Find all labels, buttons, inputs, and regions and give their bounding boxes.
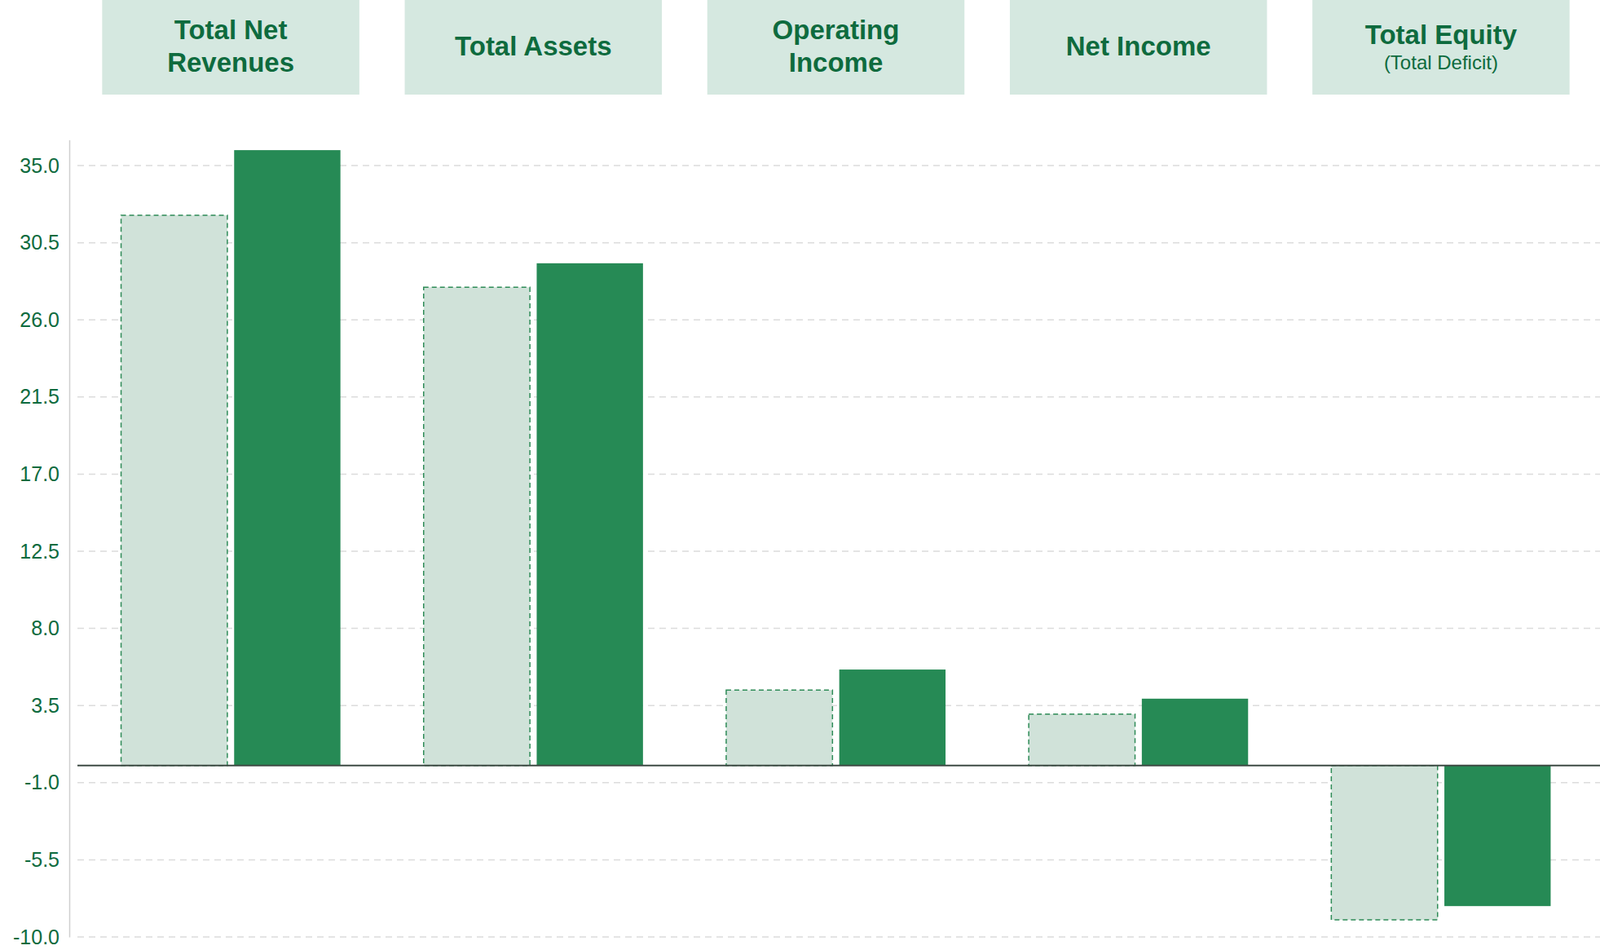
y-axis-line bbox=[69, 140, 71, 938]
bar bbox=[839, 669, 946, 766]
y-tick-label: 35.0 bbox=[19, 154, 60, 177]
y-tick: 17.0 bbox=[19, 462, 70, 485]
y-tick-label: 17.0 bbox=[19, 462, 60, 485]
category-box bbox=[1312, 0, 1570, 95]
category-label: Net Income bbox=[1066, 30, 1212, 62]
chart: 35.0 30.5 26.0 21.5 17.0 12.5 8.0 3.5 -1.0 -5.5 -1… bbox=[0, 0, 1600, 950]
bar bbox=[1028, 714, 1135, 766]
y-tick-label: 21.5 bbox=[19, 384, 60, 408]
y-tick: -10.0 bbox=[13, 925, 70, 948]
bar bbox=[423, 286, 530, 766]
bar bbox=[536, 263, 643, 766]
y-tick-label: 8.0 bbox=[30, 616, 60, 640]
y-tick-label: -10.0 bbox=[13, 925, 60, 948]
y-tick-label: -1.0 bbox=[24, 770, 60, 794]
y-tick-label: 26.0 bbox=[19, 308, 60, 331]
y-tick-label: 3.5 bbox=[30, 693, 60, 717]
bar bbox=[726, 689, 833, 765]
y-tick: -5.5 bbox=[24, 847, 70, 871]
grid-line bbox=[77, 935, 1600, 938]
y-tick-label: -5.5 bbox=[24, 847, 60, 871]
y-tick: 21.5 bbox=[19, 384, 70, 408]
y-tick: 26.0 bbox=[19, 308, 70, 331]
category-box bbox=[405, 0, 663, 95]
y-tick: 35.0 bbox=[19, 154, 70, 177]
category-label: Total NetRevenues bbox=[167, 14, 295, 78]
category-headers: Total NetRevenues Total Assets OperatingIn… bbox=[101, 0, 1570, 95]
y-tick-label: 30.5 bbox=[19, 230, 60, 254]
category-box bbox=[707, 0, 966, 95]
y-axis: 35.0 30.5 26.0 21.5 17.0 12.5 8.0 3.5 -1.0 -5.5 -1… bbox=[13, 140, 70, 948]
category-box bbox=[101, 0, 360, 95]
y-tick: 3.5 bbox=[30, 693, 70, 717]
y-tick-label: 12.5 bbox=[19, 539, 60, 563]
bar bbox=[1444, 765, 1551, 906]
bar bbox=[1331, 765, 1437, 920]
category-label: OperatingIncome bbox=[772, 14, 900, 78]
y-tick: 30.5 bbox=[19, 230, 70, 254]
bars bbox=[121, 149, 1552, 920]
bar bbox=[121, 215, 228, 766]
y-tick: 12.5 bbox=[19, 539, 70, 563]
y-tick: -1.0 bbox=[24, 770, 70, 794]
bar bbox=[233, 149, 340, 766]
category-label: Total Equity(Total Deficit) bbox=[1365, 19, 1518, 75]
bar bbox=[1141, 698, 1248, 766]
category-box bbox=[1009, 0, 1268, 95]
category-label: Total Assets bbox=[454, 30, 613, 62]
y-tick: 8.0 bbox=[30, 616, 70, 640]
baseline bbox=[77, 764, 1600, 767]
